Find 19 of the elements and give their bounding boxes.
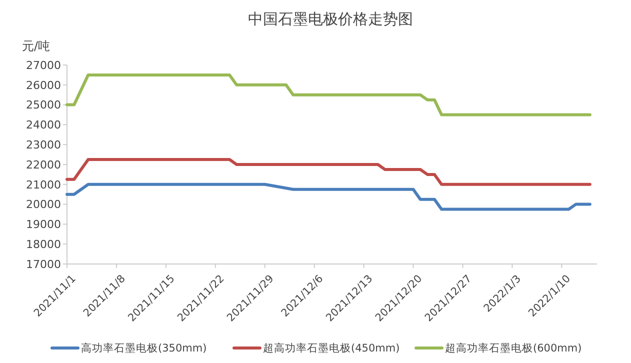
chart-title: 中国石墨电极价格走势图 bbox=[248, 10, 413, 28]
y-tick-label: 26000 bbox=[26, 78, 61, 92]
legend-label: 超高功率石墨电极(450mm) bbox=[263, 342, 400, 355]
legend-label: 超高功率石墨电极(600mm) bbox=[445, 342, 582, 355]
legend-label: 高功率石墨电极(350mm) bbox=[81, 342, 207, 355]
y-tick-label: 19000 bbox=[26, 218, 61, 232]
line-series bbox=[66, 73, 592, 116]
y-tick-label: 20000 bbox=[26, 198, 61, 212]
y-tick-label: 24000 bbox=[26, 118, 61, 132]
y-tick-label: 23000 bbox=[26, 138, 61, 152]
y-tick-label: 21000 bbox=[26, 178, 61, 192]
y-tick-label: 17000 bbox=[26, 258, 61, 271]
line-series bbox=[66, 158, 592, 186]
line-series bbox=[66, 182, 592, 211]
y-tick-label: 18000 bbox=[26, 238, 61, 251]
y-tick-label: 27000 bbox=[26, 58, 61, 72]
y-tick-label: 22000 bbox=[26, 158, 61, 172]
y-axis-title: 元/吨 bbox=[22, 39, 50, 53]
y-tick-label: 25000 bbox=[26, 98, 61, 112]
